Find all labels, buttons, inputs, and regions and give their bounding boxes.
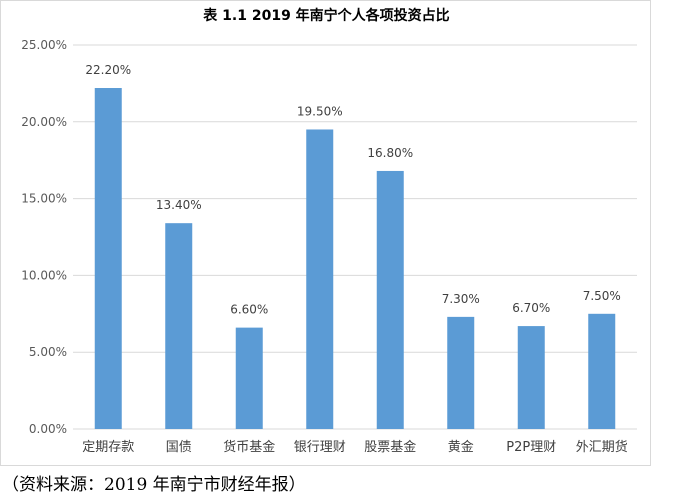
x-tick-label: 黄金	[448, 439, 474, 455]
source-note: （资料来源：2019 年南宁市财经年报）	[2, 475, 306, 495]
data-label: 19.50%	[297, 104, 343, 118]
x-tick-label: 外汇期货	[576, 439, 628, 455]
bar	[235, 327, 263, 429]
y-tick-label: 15.00%	[21, 192, 67, 206]
data-label: 22.20%	[85, 63, 131, 77]
bar-chart: 0.00% 5.00% 10.00% 15.00% 20.00% 25.00% 22.20%…	[21, 38, 637, 455]
y-tick-label: 20.00%	[21, 115, 67, 129]
y-tick-label: 10.00%	[21, 268, 67, 282]
y-tick-label: 5.00%	[29, 345, 67, 359]
x-tick-label: 国债	[166, 440, 192, 455]
data-label: 6.60%	[230, 303, 268, 317]
data-label: 6.70%	[512, 301, 550, 315]
bar	[94, 88, 122, 430]
bar	[447, 316, 475, 429]
bar	[517, 326, 545, 429]
x-tick-label: 股票基金	[364, 439, 416, 455]
y-tick-label: 0.00%	[29, 422, 67, 436]
bar	[306, 129, 334, 430]
data-label: 7.50%	[583, 289, 621, 303]
bar	[376, 170, 404, 429]
data-label: 7.30%	[442, 292, 480, 306]
x-tick-label: 货币基金	[223, 439, 275, 455]
data-label: 13.40%	[156, 198, 202, 212]
chart-title: 表 1.1 2019 年南宁个人各项投资占比	[203, 8, 450, 24]
y-tick-label: 25.00%	[21, 38, 67, 52]
x-tick-label: 银行理财	[294, 440, 346, 455]
x-tick-label: 定期存款	[82, 440, 134, 455]
chart-frame: 表 1.1 2019 年南宁个人各项投资占比 0.00% 5.00% 10.00% 1…	[0, 0, 651, 466]
bar	[165, 223, 193, 429]
x-tick-label: P2P理财	[506, 440, 556, 455]
data-label: 16.80%	[367, 146, 413, 160]
bar	[588, 313, 616, 429]
